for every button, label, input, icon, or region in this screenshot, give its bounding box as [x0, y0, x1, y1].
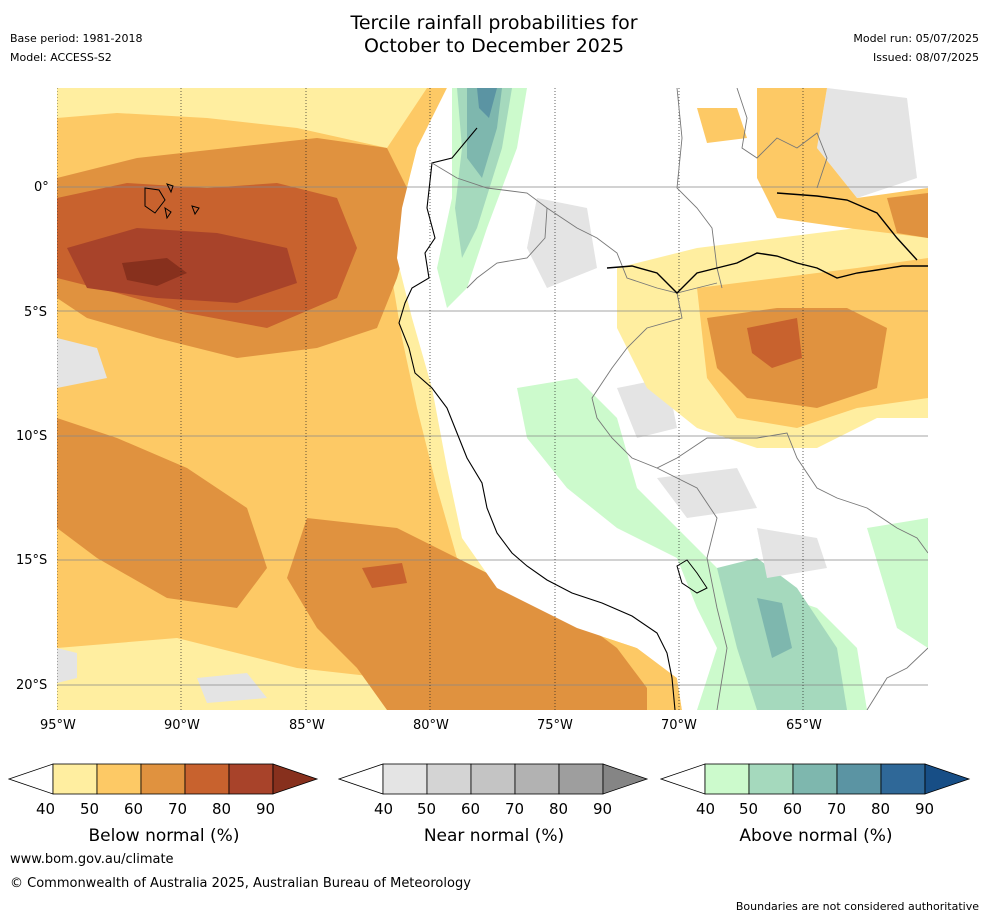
below-normal-80-90: [67, 228, 297, 303]
colorbar-segment: [514, 763, 560, 795]
below-normal-40-north: [57, 88, 427, 148]
footer-url[interactable]: www.bom.gov.au/climate: [10, 852, 174, 867]
near-tick-5: 90: [593, 800, 613, 818]
colorbar-segment: [184, 763, 230, 795]
lon-label-70w: 70°W: [661, 718, 697, 733]
above-tick-2: 60: [783, 800, 803, 818]
map-title: Tercile rainfall probabilities for Octob…: [0, 12, 988, 58]
below-tick-3: 70: [168, 800, 188, 818]
below-normal-70-80-south: [362, 563, 407, 588]
below-normal-patch-top: [697, 108, 747, 143]
colorbar-segment: [880, 763, 926, 795]
below-normal-70-amazon: [747, 318, 802, 368]
issued-date: Issued: 08/07/2025: [872, 51, 979, 64]
above-normal-60-andes: [467, 88, 502, 178]
colorbar-segment: [704, 763, 750, 795]
below-normal-60-70-west: [57, 418, 267, 608]
colorbar-segment: [836, 763, 882, 795]
above-tick-4: 80: [871, 800, 891, 818]
colorbar-segment: [228, 763, 274, 795]
footer-disclaimer: Boundaries are not considered authoritat…: [735, 900, 979, 913]
colorbar-segment: [96, 763, 142, 795]
below-normal-60-70-south: [287, 518, 647, 710]
model-run: Model run: 05/07/2025: [853, 32, 979, 45]
colorbar-extend-high: [924, 763, 971, 795]
above-tick-3: 70: [827, 800, 847, 818]
near-normal-ticks: 40 50 60 70 80 90: [360, 800, 635, 820]
model-name: Model: ACCESS-S2: [10, 51, 112, 64]
below-normal-50-northeast: [757, 88, 928, 238]
base-period: Base period: 1981-2018: [10, 32, 143, 45]
below-tick-2: 60: [124, 800, 144, 818]
above-normal-70-andes: [477, 88, 497, 118]
below-normal-label: Below normal (%): [88, 826, 240, 846]
lat-label-20s: 20°S: [16, 678, 48, 693]
colorbar-extend-low: [660, 763, 706, 795]
below-normal-60-northeast: [887, 193, 928, 238]
probability-map: [57, 88, 928, 710]
coastline: [398, 127, 676, 710]
below-normal-90-core: [122, 258, 187, 286]
title-line-2: October to December 2025: [363, 35, 625, 57]
colorbar-extend-low: [338, 763, 384, 795]
near-tick-4: 80: [549, 800, 569, 818]
footer-copyright: © Commonwealth of Australia 2025, Austra…: [10, 876, 471, 891]
galapagos-islands: [144, 183, 200, 220]
lat-label-10s: 10°S: [16, 429, 48, 444]
colorbar-extend-low: [8, 763, 54, 795]
lon-label-80w: 80°W: [413, 718, 449, 733]
title-line-1: Tercile rainfall probabilities for: [350, 12, 638, 34]
near-tick-3: 70: [505, 800, 525, 818]
colorbar-segment: [748, 763, 794, 795]
amazon-river: [606, 192, 928, 294]
near-normal-patch-west: [57, 338, 107, 388]
lat-label-5s: 5°S: [24, 305, 48, 320]
below-normal-ticks: 40 50 60 70 80 90: [30, 800, 305, 820]
below-tick-1: 50: [80, 800, 100, 818]
below-tick-0: 40: [36, 800, 56, 818]
near-normal-land-4: [817, 88, 917, 198]
above-normal-ticks: 40 50 60 70 80 90: [682, 800, 957, 820]
country-borders: [431, 88, 928, 710]
near-tick-0: 40: [374, 800, 394, 818]
near-normal-patch-nw: [57, 648, 77, 683]
below-tick-5: 90: [256, 800, 276, 818]
above-normal-east: [867, 518, 928, 648]
near-normal-label: Near normal (%): [423, 826, 565, 846]
colorbar-segment: [792, 763, 838, 795]
colorbar-near-normal: [338, 763, 649, 795]
above-normal-label: Above normal (%): [739, 826, 893, 846]
above-tick-0: 40: [696, 800, 716, 818]
lon-label-90w: 90°W: [164, 718, 200, 733]
colorbar-above-normal: [660, 763, 971, 795]
lon-label-75w: 75°W: [537, 718, 573, 733]
near-normal-patch-sw: [197, 673, 267, 703]
colorbar-segment: [426, 763, 472, 795]
colorbar-segment: [140, 763, 186, 795]
lat-label-0: 0°: [34, 180, 49, 195]
lon-label-65w: 65°W: [786, 718, 822, 733]
lon-label-95w: 95°W: [40, 718, 76, 733]
near-tick-2: 60: [461, 800, 481, 818]
near-normal-land-1: [527, 198, 597, 288]
above-tick-1: 50: [739, 800, 759, 818]
above-tick-5: 90: [915, 800, 935, 818]
colorbar-segment: [52, 763, 98, 795]
lake-titicaca: [676, 559, 708, 594]
colorbar-extend-high: [602, 763, 649, 795]
lon-label-85w: 85°W: [289, 718, 325, 733]
near-tick-1: 50: [417, 800, 437, 818]
colorbar-below-normal: [8, 763, 319, 795]
lat-label-15s: 15°S: [16, 553, 48, 568]
colorbar-segment: [558, 763, 604, 795]
above-normal-60-bolivia: [757, 598, 792, 658]
near-normal-land-5: [757, 528, 827, 578]
below-tick-4: 80: [212, 800, 232, 818]
colorbar-extend-high: [272, 763, 319, 795]
colorbar-segment: [470, 763, 516, 795]
colorbar-segment: [382, 763, 428, 795]
grid-lines: [57, 186, 928, 686]
